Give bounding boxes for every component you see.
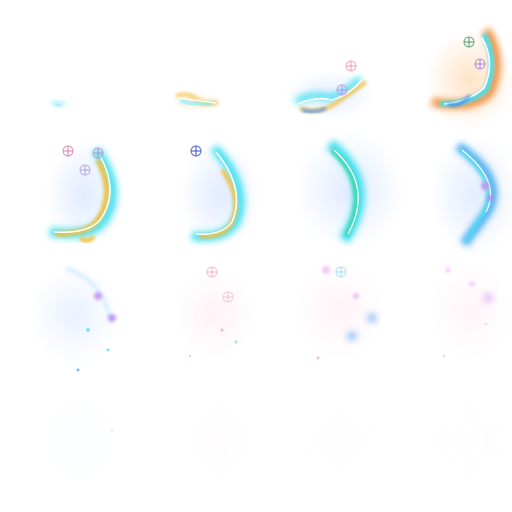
frame-1: [48, 98, 72, 110]
frame-16: [430, 395, 510, 485]
frame-14: [180, 395, 260, 485]
frame-4: [425, 30, 512, 130]
frame-6: [180, 140, 260, 250]
frame-3: [285, 61, 375, 120]
frame-13: [35, 390, 125, 490]
frame-9: [30, 265, 120, 372]
frame-2: [170, 92, 222, 112]
frame-12: [430, 260, 510, 360]
frame-5: [45, 140, 125, 250]
frame-7: [295, 130, 405, 250]
frame-10: [175, 267, 255, 360]
frame-8: [430, 135, 512, 255]
frame-11: [295, 260, 385, 360]
frame-15: [300, 395, 380, 485]
